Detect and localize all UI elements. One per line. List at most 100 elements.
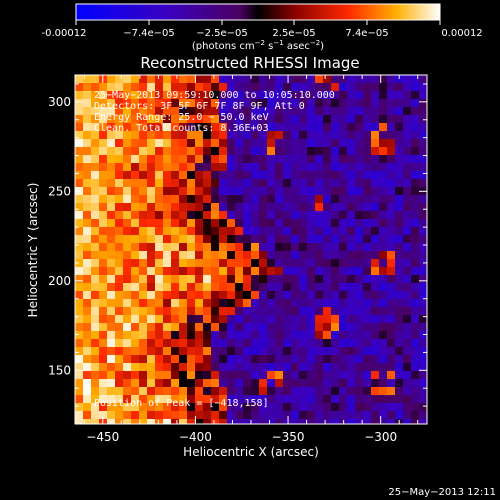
heatmap-pixel bbox=[291, 83, 299, 91]
heatmap-pixel bbox=[355, 315, 363, 323]
heatmap-pixel bbox=[355, 339, 363, 347]
heatmap-pixel bbox=[211, 107, 219, 115]
heatmap-pixel bbox=[187, 147, 195, 155]
heatmap-pixel bbox=[83, 155, 91, 163]
heatmap-pixel bbox=[243, 83, 251, 91]
heatmap-pixel bbox=[179, 323, 187, 331]
heatmap-pixel bbox=[307, 315, 315, 323]
heatmap-pixel bbox=[171, 211, 179, 219]
heatmap-pixel bbox=[307, 83, 315, 91]
heatmap-pixel bbox=[315, 291, 323, 299]
heatmap-pixel bbox=[155, 91, 163, 99]
heatmap-pixel bbox=[419, 323, 427, 331]
heatmap-pixel bbox=[99, 387, 107, 395]
heatmap-pixel bbox=[267, 387, 275, 395]
heatmap-pixel bbox=[163, 91, 171, 99]
heatmap-pixel bbox=[147, 147, 155, 155]
heatmap-pixel bbox=[211, 75, 219, 83]
heatmap-pixel bbox=[91, 147, 99, 155]
heatmap-pixel bbox=[163, 363, 171, 371]
heatmap-pixel bbox=[83, 235, 91, 243]
heatmap-pixel bbox=[259, 331, 267, 339]
heatmap-pixel bbox=[235, 355, 243, 363]
heatmap-pixel bbox=[235, 203, 243, 211]
heatmap-pixel bbox=[115, 299, 123, 307]
heatmap-pixel bbox=[171, 371, 179, 379]
heatmap-pixel bbox=[371, 291, 379, 299]
heatmap-pixel bbox=[163, 235, 171, 243]
heatmap-pixel bbox=[203, 363, 211, 371]
heatmap-pixel bbox=[355, 243, 363, 251]
heatmap-pixel bbox=[83, 315, 91, 323]
heatmap-pixel bbox=[211, 307, 219, 315]
heatmap-pixel bbox=[203, 75, 211, 83]
heatmap-pixel bbox=[219, 219, 227, 227]
heatmap-pixel bbox=[371, 211, 379, 219]
heatmap-pixel bbox=[419, 203, 427, 211]
heatmap-pixel bbox=[267, 211, 275, 219]
heatmap-pixel bbox=[307, 403, 315, 411]
heatmap-pixel bbox=[355, 395, 363, 403]
heatmap-pixel bbox=[291, 347, 299, 355]
heatmap-pixel bbox=[227, 235, 235, 243]
heatmap-pixel bbox=[131, 371, 139, 379]
heatmap-pixel bbox=[315, 371, 323, 379]
heatmap-pixel bbox=[419, 91, 427, 99]
heatmap-pixel bbox=[379, 379, 387, 387]
heatmap-pixel bbox=[203, 139, 211, 147]
heatmap-pixel bbox=[179, 195, 187, 203]
heatmap-pixel bbox=[291, 243, 299, 251]
heatmap-pixel bbox=[331, 251, 339, 259]
heatmap-pixel bbox=[235, 379, 243, 387]
colorbar-tick-label: 2.5e−05 bbox=[272, 28, 315, 39]
heatmap-pixel bbox=[315, 187, 323, 195]
heatmap-pixel bbox=[179, 347, 187, 355]
heatmap-pixel bbox=[291, 139, 299, 147]
heatmap-pixel bbox=[91, 307, 99, 315]
heatmap-pixel bbox=[299, 155, 307, 163]
heatmap-pixel bbox=[195, 411, 203, 419]
heatmap-pixel bbox=[139, 83, 147, 91]
heatmap-pixel bbox=[299, 75, 307, 83]
heatmap-pixel bbox=[115, 371, 123, 379]
heatmap-pixel bbox=[243, 91, 251, 99]
heatmap-pixel bbox=[219, 211, 227, 219]
heatmap-pixel bbox=[395, 299, 403, 307]
heatmap-pixel bbox=[379, 259, 387, 267]
heatmap-pixel bbox=[83, 75, 91, 83]
heatmap-pixel bbox=[91, 339, 99, 347]
heatmap-pixel bbox=[91, 211, 99, 219]
heatmap-pixel bbox=[179, 75, 187, 83]
heatmap-pixel bbox=[187, 267, 195, 275]
heatmap-pixel bbox=[283, 163, 291, 171]
heatmap-pixel bbox=[107, 379, 115, 387]
heatmap-pixel bbox=[395, 219, 403, 227]
heatmap-pixel bbox=[99, 163, 107, 171]
heatmap-pixel bbox=[291, 419, 299, 424]
heatmap-pixel bbox=[275, 283, 283, 291]
heatmap-pixel bbox=[115, 91, 123, 99]
heatmap-pixel bbox=[227, 219, 235, 227]
heatmap-pixel bbox=[331, 83, 339, 91]
heatmap-pixel bbox=[403, 411, 411, 419]
heatmap-pixel bbox=[147, 243, 155, 251]
heatmap-pixel bbox=[347, 307, 355, 315]
heatmap-pixel bbox=[211, 123, 219, 131]
heatmap-pixel bbox=[371, 283, 379, 291]
heatmap-pixel bbox=[267, 187, 275, 195]
heatmap-pixel bbox=[395, 395, 403, 403]
heatmap-pixel bbox=[195, 139, 203, 147]
heatmap-pixel bbox=[235, 419, 243, 424]
heatmap-pixel bbox=[123, 347, 131, 355]
heatmap-pixel bbox=[251, 107, 259, 115]
heatmap-pixel bbox=[171, 243, 179, 251]
heatmap-pixel bbox=[299, 291, 307, 299]
heatmap-pixel bbox=[315, 83, 323, 91]
heatmap-pixel bbox=[147, 339, 155, 347]
heatmap-pixel bbox=[323, 211, 331, 219]
heatmap-pixel bbox=[211, 179, 219, 187]
heatmap-pixel bbox=[291, 379, 299, 387]
heatmap-pixel bbox=[291, 131, 299, 139]
heatmap-pixel bbox=[211, 139, 219, 147]
heatmap-pixel bbox=[227, 355, 235, 363]
